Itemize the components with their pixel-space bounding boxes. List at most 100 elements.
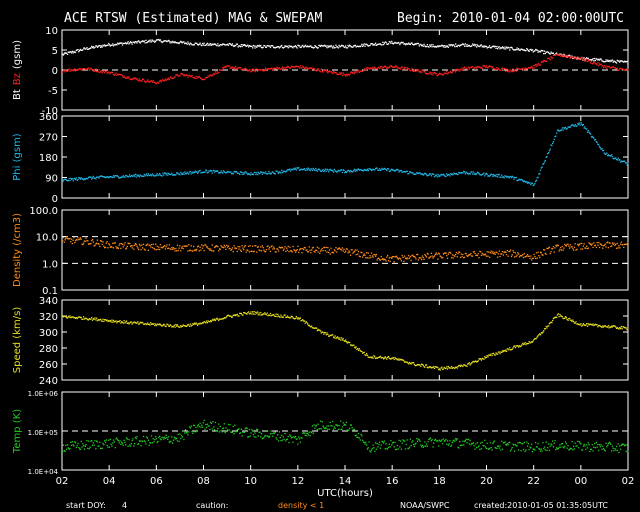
data-point [594,139,597,141]
data-point [414,43,416,45]
data-point [592,136,594,138]
data-point [455,251,458,254]
data-point [528,341,530,343]
data-point [467,172,469,175]
data-point [269,45,271,47]
data-point [481,46,483,48]
data-point [507,70,509,73]
data-point [556,245,558,247]
data-point [609,61,611,63]
data-point [485,255,487,257]
data-point [518,345,521,347]
data-point [126,245,128,248]
data-point [391,169,394,171]
data-point [277,172,280,174]
data-point [135,41,137,43]
data-point [332,171,335,173]
data-point [228,65,230,67]
data-point [531,341,533,343]
data-point [112,74,115,76]
data-point [480,254,483,256]
data-point [258,173,260,175]
series-speed [62,311,629,371]
data-point [113,176,115,178]
data-point [283,438,285,440]
data-point [558,250,560,252]
data-point [442,368,444,370]
data-point [297,318,299,320]
data-point [605,59,607,61]
data-point [531,49,533,52]
data-point [73,50,75,53]
data-point [193,424,196,427]
data-point [142,40,144,42]
data-point [524,181,526,183]
data-point [100,175,102,177]
data-point [596,446,598,448]
data-point [111,71,113,73]
data-point [129,176,132,178]
data-point [194,323,196,325]
data-point [160,246,162,248]
data-point [369,68,371,70]
data-point [417,364,420,366]
data-point [229,67,231,69]
data-point [528,66,530,69]
data-point [526,181,528,183]
data-point [530,184,532,186]
data-point [359,45,361,48]
data-point [484,439,486,441]
data-point [302,247,304,250]
data-point [286,169,289,171]
data-point [617,443,619,445]
data-point [155,82,158,85]
data-point [339,337,341,339]
data-point [470,66,472,69]
data-point [250,172,252,174]
data-point [336,337,338,339]
data-point [219,44,221,46]
data-point [233,245,235,247]
data-point [395,448,398,450]
data-point [176,42,178,44]
data-point [291,436,293,438]
data-point [314,251,316,253]
data-point [387,356,389,358]
data-point [485,45,487,48]
data-point [127,322,129,324]
data-point [202,422,204,424]
data-point [569,247,571,249]
data-point [514,450,516,452]
data-point [159,172,161,175]
data-point [213,250,215,252]
data-point [598,58,600,60]
data-point [142,175,144,177]
data-point [372,168,374,170]
data-point [521,48,523,50]
data-point [444,46,446,48]
data-point [441,257,443,259]
data-point [480,44,483,46]
data-point [322,331,324,333]
data-point [163,40,165,42]
data-point [331,71,333,74]
data-point [79,177,81,179]
data-point [224,432,226,434]
data-point [265,248,268,251]
data-point [148,323,150,325]
data-point [129,78,131,80]
data-point [465,252,467,255]
data-point [201,322,203,325]
data-point [444,175,446,178]
data-point [90,440,92,442]
data-point [74,317,77,319]
data-point [121,321,124,323]
data-point [617,247,619,249]
data-point [134,322,137,324]
data-point [108,439,110,441]
data-point [562,55,564,58]
data-point [200,44,202,46]
data-point [298,249,301,251]
data-point [600,243,602,245]
data-point [145,244,147,247]
